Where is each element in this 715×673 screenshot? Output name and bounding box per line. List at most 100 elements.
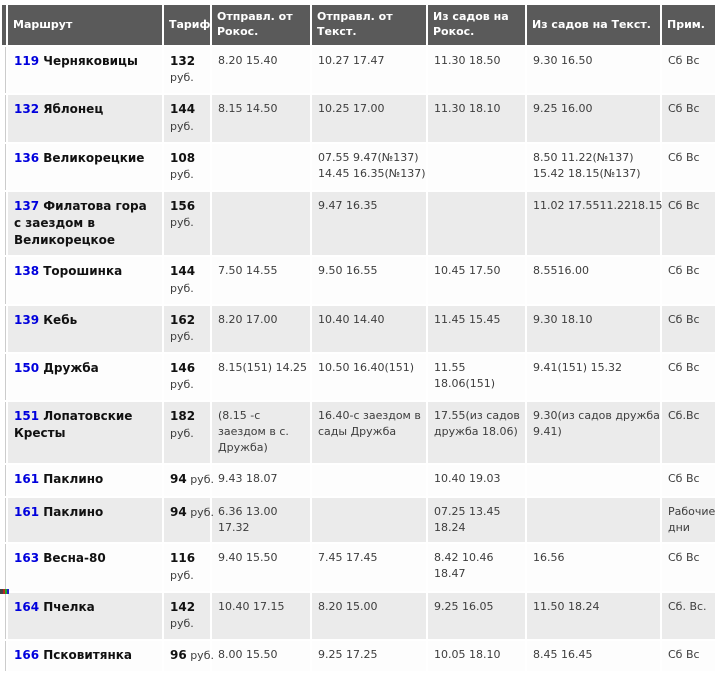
route-number-link[interactable]: 136 <box>14 150 40 165</box>
route-cell: 139 Кебь <box>8 305 162 353</box>
from-gardens-to-rokos-cell: 07.25 13.45 18.24 <box>428 497 525 543</box>
route-cell: 161 Паклино <box>8 465 162 496</box>
schedule-row: 119 Черняковицы 132 руб. 8.20 15.40 10.2… <box>2 47 715 94</box>
schedule-row: 151 Лопатовские Кресты 182 руб. (8.15 -с… <box>2 402 715 464</box>
departure-from-tekst-cell <box>312 497 426 543</box>
tariff-unit: руб. <box>170 426 194 440</box>
route-number-link[interactable]: 139 <box>14 312 40 327</box>
from-gardens-to-rokos-cell <box>428 191 525 256</box>
from-gardens-to-tekst-cell: 9.25 16.00 <box>527 95 660 142</box>
route-cell: 136 Великорецкие <box>8 143 162 190</box>
departure-from-rokos-cell: 8.00 15.50 <box>212 641 310 672</box>
route-number-link[interactable]: 151 <box>14 409 40 424</box>
tariff-value: 182 <box>170 409 196 424</box>
schedule-row: 138 Торошинка 144 руб. 7.50 14.55 9.50 1… <box>2 257 715 304</box>
route-number-link[interactable]: 161 <box>14 472 40 487</box>
route-cell: 151 Лопатовские Кресты <box>8 402 162 464</box>
tariff-cell: 132 руб. <box>164 47 210 94</box>
route-number-link[interactable]: 161 <box>14 504 40 519</box>
departure-from-tekst-cell: 8.20 15.00 <box>312 592 426 640</box>
cropped-neighbor-cell <box>2 465 6 496</box>
departure-from-tekst-cell: 10.40 14.40 <box>312 305 426 353</box>
route-name-label: Весна-80 <box>39 551 106 566</box>
route-name-label: Паклино <box>39 504 104 519</box>
route-name-label: Лопатовские Кресты <box>14 409 133 441</box>
from-gardens-to-rokos-cell: 8.42 10.46 18.47 <box>428 544 525 591</box>
tariff-unit: руб. <box>170 330 194 344</box>
tariff-value: 108 <box>170 150 196 165</box>
tariff-cell: 146 руб. <box>164 354 210 401</box>
route-number-link[interactable]: 163 <box>14 551 40 566</box>
departure-from-rokos-cell: 7.50 14.55 <box>212 257 310 304</box>
route-number-link[interactable]: 119 <box>14 54 40 68</box>
tariff-value: 116 <box>170 551 196 566</box>
bus-schedule-table: Маршрут Тариф Отправл. от Рокос. Отправл… <box>0 3 715 673</box>
tariff-cell: 144 руб. <box>164 95 210 142</box>
departure-from-rokos-cell: 8.15(151) 14.25 <box>212 354 310 401</box>
from-gardens-to-tekst-cell: 9.41(151) 15.32 <box>527 354 660 401</box>
notes-cell: Сб Вс <box>662 191 715 256</box>
column-header-tariff: Тариф <box>164 5 210 45</box>
schedule-row: 164 Пчелка 142 руб. 10.40 17.15 8.20 15.… <box>2 592 715 640</box>
departure-from-tekst-cell: 9.25 17.25 <box>312 641 426 672</box>
tariff-value: 146 <box>170 361 196 376</box>
cropped-neighbor-cell <box>2 354 6 401</box>
from-gardens-to-tekst-cell <box>527 497 660 543</box>
tariff-cell: 116 руб. <box>164 544 210 591</box>
tariff-value: 156 <box>170 198 196 213</box>
route-name-label: Яблонец <box>39 102 104 117</box>
column-header-notes: Прим. <box>662 5 715 45</box>
route-number-link[interactable]: 150 <box>14 361 40 376</box>
route-number-link[interactable]: 138 <box>14 264 40 279</box>
cropped-neighbor-cell <box>2 497 6 543</box>
cropped-neighbor-cell <box>2 544 6 591</box>
route-cell: 132 Яблонец <box>8 95 162 142</box>
departure-from-tekst-cell: 16.40-с заездом в сады Дружба <box>312 402 426 464</box>
route-name-label: Пчелка <box>39 599 95 614</box>
from-gardens-to-rokos-cell: 11.55 18.06(151) <box>428 354 525 401</box>
notes-cell: Сб Вс <box>662 257 715 304</box>
departure-from-rokos-cell: 8.20 17.00 <box>212 305 310 353</box>
from-gardens-to-tekst-cell: 16.56 <box>527 544 660 591</box>
schedule-header: Маршрут Тариф Отправл. от Рокос. Отправл… <box>2 5 715 45</box>
departure-from-tekst-cell: 10.25 17.00 <box>312 95 426 142</box>
notes-cell: Рабочие дни <box>662 497 715 543</box>
tariff-value: 132 <box>170 54 196 68</box>
notes-cell: Сб Вс <box>662 544 715 591</box>
tariff-unit: руб. <box>170 216 194 230</box>
route-number-link[interactable]: 132 <box>14 102 40 117</box>
cropped-neighbor-cell <box>2 592 6 640</box>
from-gardens-to-rokos-cell: 11.45 15.45 <box>428 305 525 353</box>
route-name-label: Паклино <box>39 472 104 487</box>
tariff-cell: 108 руб. <box>164 143 210 190</box>
departure-from-rokos-cell: 8.15 14.50 <box>212 95 310 142</box>
cropped-neighbor-cell <box>2 305 6 353</box>
notes-cell: Сб Вс <box>662 47 715 94</box>
column-header-from-gardens-tekst: Из садов на Текст. <box>527 5 660 45</box>
tariff-value: 94 <box>170 472 187 487</box>
route-number-link[interactable]: 137 <box>14 198 40 213</box>
tariff-unit: руб. <box>186 473 214 487</box>
notes-cell: Сб Вс <box>662 305 715 353</box>
route-cell: 119 Черняковицы <box>8 47 162 94</box>
schedule-row: 161 Паклино 94 руб. 6.36 13.00 17.32 07.… <box>2 497 715 543</box>
schedule-row: 137 Филатова гора с заездом в Великорецк… <box>2 191 715 256</box>
tariff-value: 144 <box>170 264 196 279</box>
departure-from-tekst-cell: 9.47 16.35 <box>312 191 426 256</box>
schedule-row: 150 Дружба 146 руб. 8.15(151) 14.25 10.5… <box>2 354 715 401</box>
tariff-cell: 94 руб. <box>164 497 214 543</box>
departure-from-tekst-cell: 07.55 9.47(№137) 14.45 16.35(№137) <box>312 143 426 190</box>
tariff-value: 142 <box>170 599 196 614</box>
column-header-departure-tekst: Отправл. от Текст. <box>312 5 426 45</box>
route-number-link[interactable]: 164 <box>14 599 40 614</box>
route-number-link[interactable]: 166 <box>14 648 40 663</box>
tariff-unit: руб. <box>170 617 194 631</box>
from-gardens-to-tekst-cell: 8.5516.00 <box>527 257 660 304</box>
departure-from-rokos-cell <box>212 191 310 256</box>
tariff-unit: руб. <box>170 119 194 133</box>
cropped-neighbor-cell <box>2 95 6 142</box>
route-cell: 161 Паклино <box>8 497 162 543</box>
tariff-cell: 182 руб. <box>164 402 210 464</box>
tariff-unit: руб. <box>170 378 194 392</box>
from-gardens-to-rokos-cell: 17.55(из садов дружба 18.06) <box>428 402 525 464</box>
